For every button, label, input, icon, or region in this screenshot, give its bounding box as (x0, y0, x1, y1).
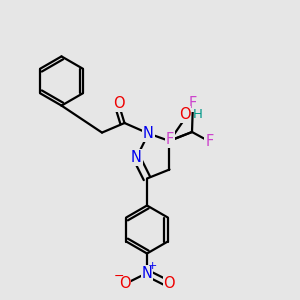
Text: F: F (205, 134, 214, 148)
Text: H: H (193, 107, 202, 121)
Text: +: + (148, 261, 157, 272)
Text: N: N (131, 150, 142, 165)
Text: N: N (143, 126, 154, 141)
Text: F: F (166, 132, 174, 147)
Text: O: O (164, 276, 175, 291)
Text: N: N (142, 266, 152, 280)
Text: O: O (179, 107, 190, 122)
Text: O: O (119, 276, 130, 291)
Text: O: O (113, 96, 124, 111)
Text: F: F (189, 96, 197, 111)
Text: −: − (114, 270, 125, 284)
